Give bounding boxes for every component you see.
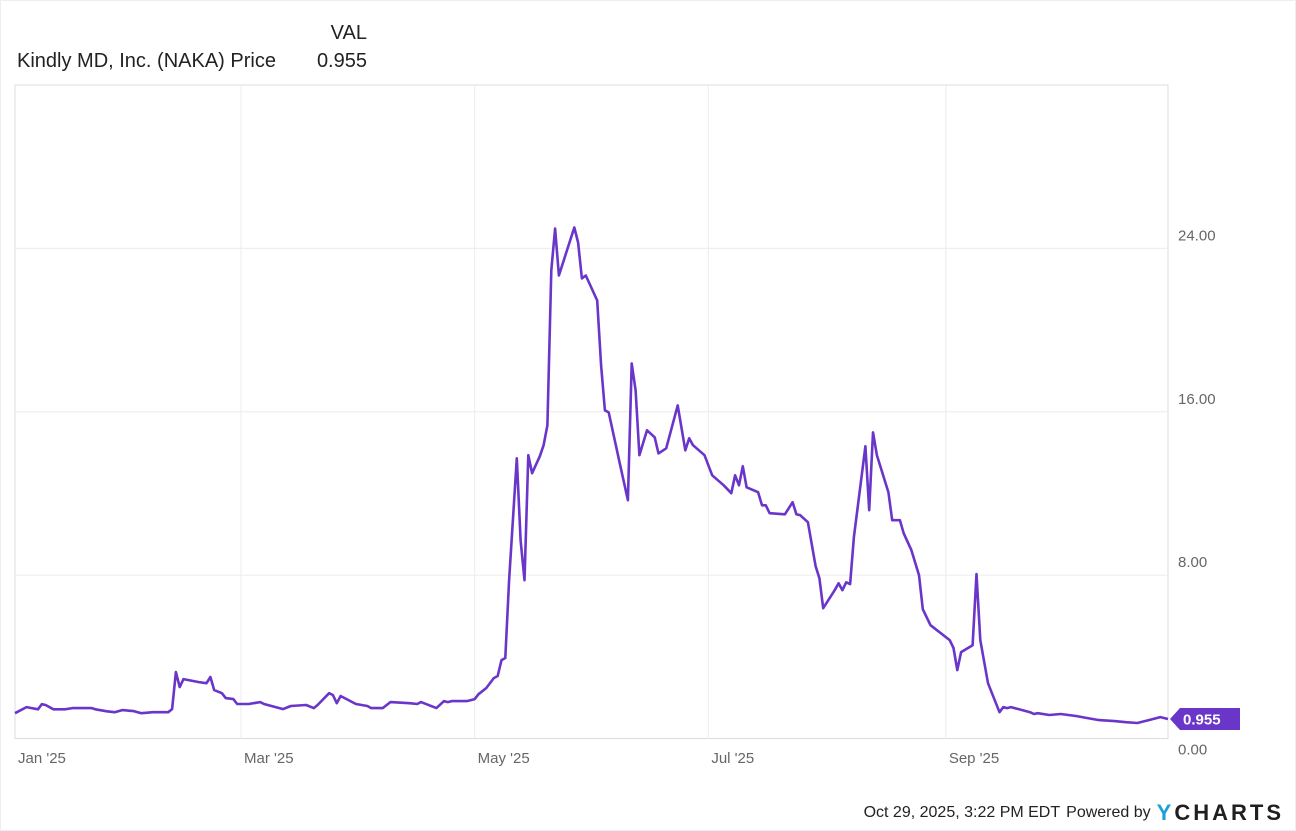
legend-series-name: Kindly MD, Inc. (NAKA) Price — [17, 50, 276, 72]
x-tick-label: Jul '25 — [711, 750, 754, 767]
y-tick-label: 16.00 — [1178, 391, 1216, 408]
footer: Oct 29, 2025, 3:22 PM EDT Powered by YCH… — [864, 800, 1284, 826]
last-value-marker — [1170, 707, 1240, 730]
legend-column-header: VAL — [330, 22, 367, 44]
x-tick-label: May '25 — [478, 750, 530, 767]
x-tick-label: Jan '25 — [18, 750, 66, 767]
legend-series-value: 0.955 — [316, 50, 367, 72]
timestamp: Oct 29, 2025, 3:22 PM EDT — [863, 804, 1061, 821]
powered-by-text: Powered by — [1066, 804, 1151, 821]
ycharts-logo[interactable]: YCHARTS — [1156, 800, 1284, 825]
y-tick-label: 8.00 — [1178, 554, 1207, 571]
price-line — [14, 226, 1169, 725]
x-tick-label: Sep '25 — [949, 750, 999, 767]
last-value-label: 0.955 — [1183, 711, 1221, 728]
y-tick-label: 24.00 — [1178, 227, 1216, 244]
x-tick-label: Mar '25 — [244, 750, 294, 767]
y-tick-label: 0.00 — [1178, 742, 1207, 759]
